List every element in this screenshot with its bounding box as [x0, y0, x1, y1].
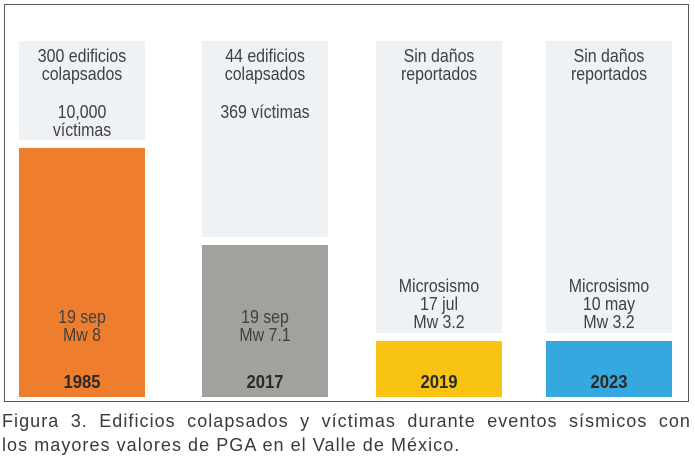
year-label-2023: 2023 [590, 370, 628, 392]
event-label-2023: Microsismo 10 may Mw 3.2 [568, 274, 650, 332]
column-2017: 44 edificios colapsados 369 víctimas 19 se… [202, 41, 328, 397]
damage-label-2017: 44 edificios colapsados [224, 44, 306, 84]
event-label-1985: 19 sep Mw 8 [58, 306, 106, 345]
year-label-2019: 2019 [420, 370, 458, 392]
column-2019: Sin daños reportados Microsismo 17 jul Mw… [376, 41, 502, 397]
column-2023: Sin daños reportados Microsismo 10 may Mw… [546, 41, 672, 397]
victims-label-1985: 10,000 víctimas [52, 100, 112, 140]
column-background-2017 [202, 41, 328, 237]
bar-2017 [202, 245, 328, 397]
caption-line-2: los mayores valores de PGA en el Valle d… [2, 435, 461, 456]
victims-label-2017: 369 víctimas [220, 100, 310, 122]
year-label-2017: 2017 [246, 370, 284, 392]
figure-caption: Figura 3. Edificios colapsados y víctima… [2, 409, 691, 458]
damage-label-1985: 300 edificios colapsados [37, 44, 127, 84]
damage-label-2019: Sin daños reportados [400, 44, 478, 84]
bar-2023 [546, 341, 672, 397]
column-1985: 300 edificios colapsados 10,000 víctimas 1… [19, 41, 145, 397]
column-background-2019 [376, 41, 502, 333]
bar-2019 [376, 341, 502, 397]
column-background-2023 [546, 41, 672, 333]
column-background-1985 [19, 41, 145, 140]
caption-line-1: Figura 3. Edificios colapsados y víctima… [2, 411, 691, 431]
event-label-2017: 19 sep Mw 7.1 [239, 306, 291, 345]
bar-1985 [19, 148, 145, 397]
damage-label-2023: Sin daños reportados [570, 44, 648, 84]
event-label-2019: Microsismo 17 jul Mw 3.2 [398, 274, 480, 332]
year-label-1985: 1985 [63, 370, 101, 392]
